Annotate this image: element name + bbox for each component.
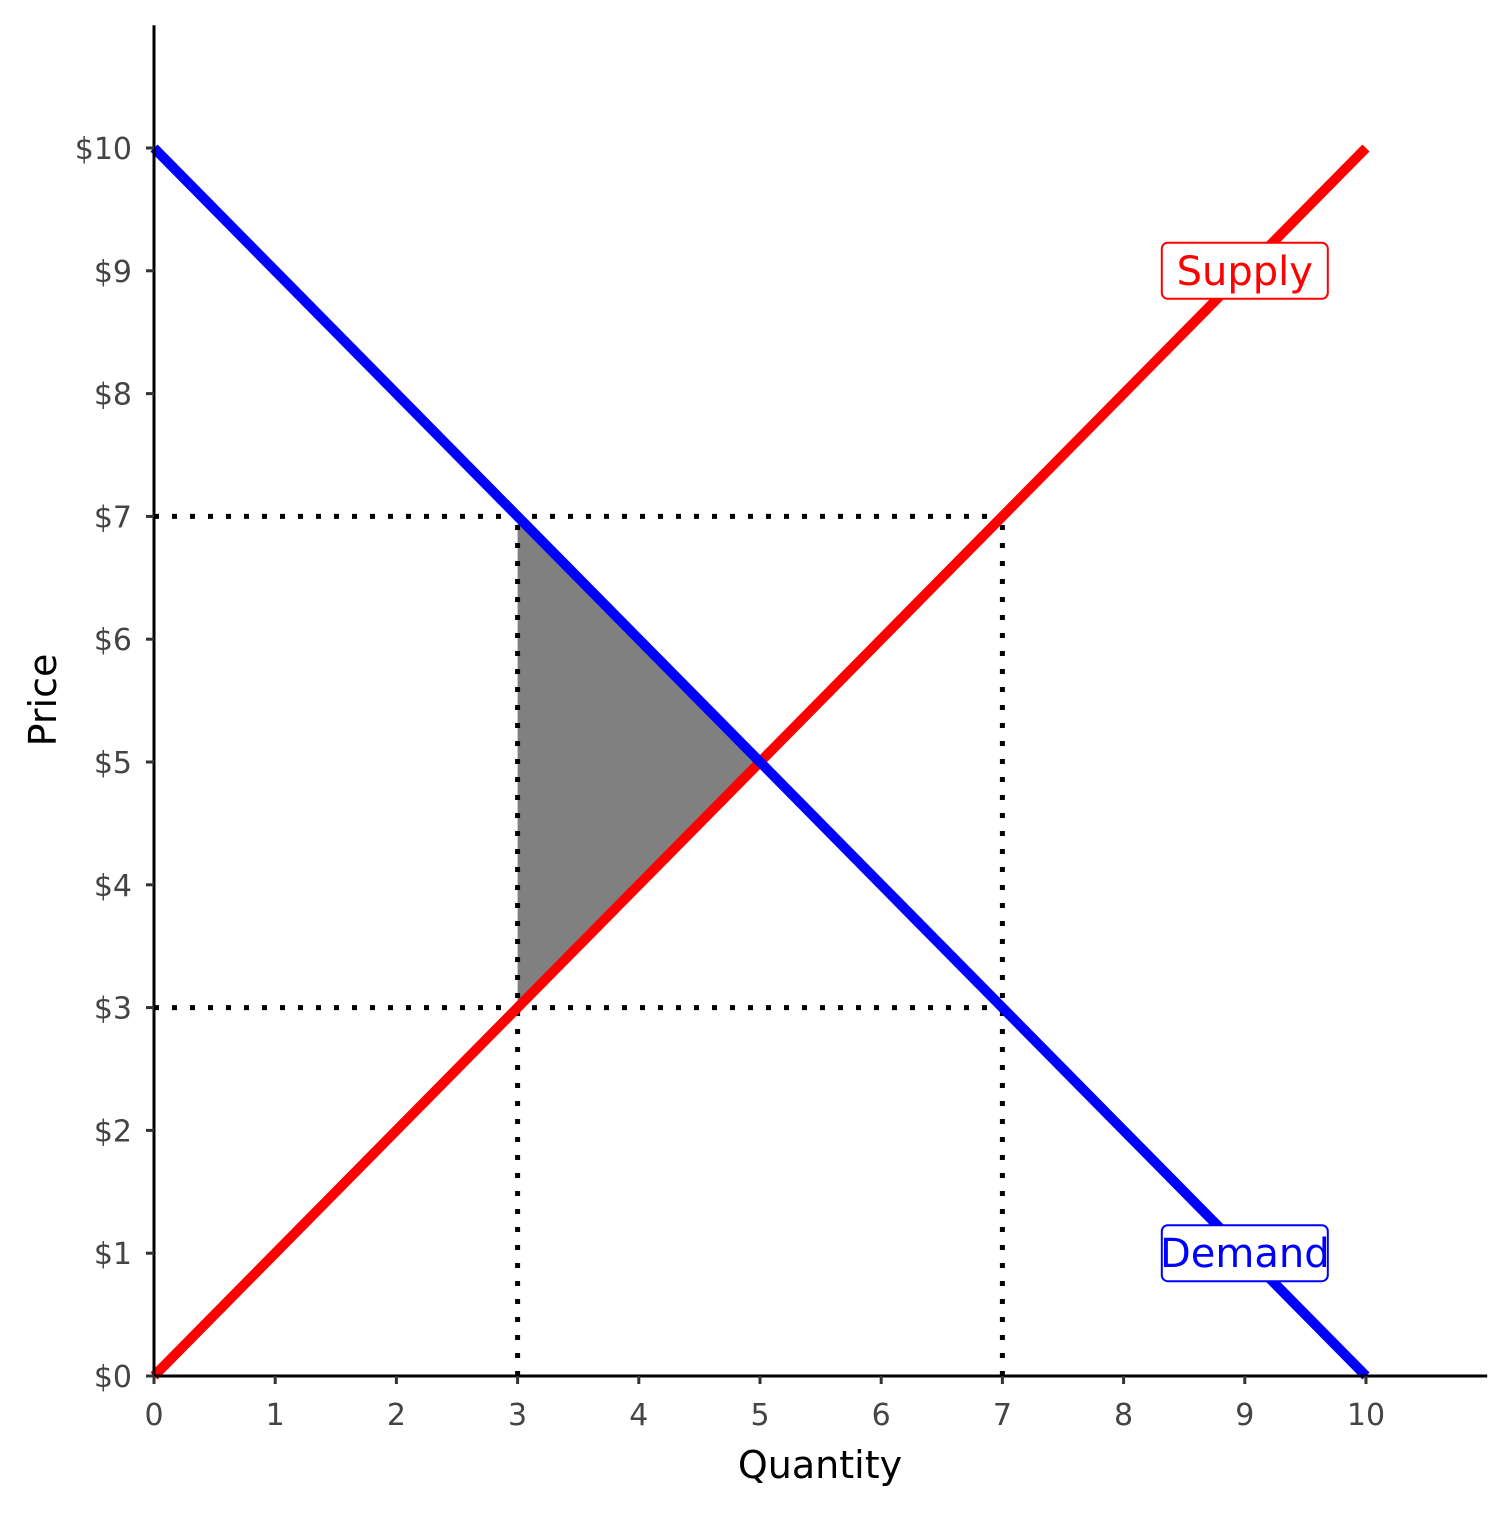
series-label-supply: Supply [1177,249,1313,295]
y-tick-label: $6 [94,623,132,658]
series-label-demand: Demand [1160,1231,1330,1277]
x-tick-label: 7 [993,1398,1012,1433]
y-tick-label: $7 [94,500,132,535]
x-axis-title: Quantity [738,1443,902,1487]
y-tick-label: $8 [94,378,132,413]
y-axis-title: Price [21,654,65,747]
y-tick-label: $0 [94,1360,132,1395]
x-tick-label: 10 [1347,1398,1385,1433]
y-tick-label: $3 [94,992,132,1027]
y-tick-label: $4 [94,869,132,904]
x-tick-label: 5 [750,1398,769,1433]
x-tick-label: 6 [872,1398,891,1433]
x-tick-label: 0 [144,1398,163,1433]
x-tick-label: 8 [1114,1398,1133,1433]
y-tick-label: $1 [94,1237,132,1272]
x-tick-label: 9 [1235,1398,1254,1433]
y-tick-label: $5 [94,746,132,781]
x-tick-label: 4 [629,1398,648,1433]
y-tick-label: $9 [94,255,132,290]
series-line-demand [150,144,1370,1380]
series-label-box-supply [1160,241,1329,300]
shaded-deadweight-region [517,516,760,1008]
x-tick-label: 3 [508,1398,527,1433]
x-tick-label: 1 [266,1398,285,1433]
series-label-box-demand [1160,1224,1329,1283]
x-tick-label: 2 [387,1398,406,1433]
y-tick-label: $10 [75,132,132,167]
y-tick-label: $2 [94,1114,132,1149]
